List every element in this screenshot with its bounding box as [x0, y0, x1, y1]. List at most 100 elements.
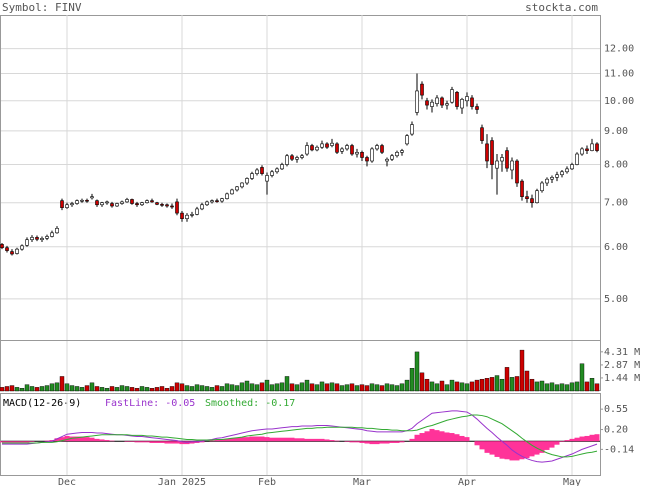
- volume-bar: [109, 386, 115, 392]
- candle-body: [175, 201, 179, 214]
- macd-hist: [529, 441, 535, 457]
- candle-body: [50, 232, 54, 237]
- macd-hist: [94, 438, 100, 442]
- macd-hist: [429, 428, 435, 442]
- macd-hist: [229, 438, 235, 442]
- candle-body: [45, 236, 49, 239]
- candle-body: [420, 83, 424, 96]
- volume-bar: [554, 384, 560, 392]
- macd-hist: [319, 438, 325, 442]
- macd-hist: [384, 441, 390, 444]
- volume-bar: [269, 384, 275, 392]
- macd-hist: [9, 441, 15, 443]
- volume-bar: [94, 386, 100, 392]
- volume-bar: [364, 385, 370, 392]
- candle-body: [290, 155, 294, 160]
- candle-body: [220, 198, 224, 202]
- candle-body: [0, 244, 4, 249]
- volume-bar: [339, 385, 345, 392]
- volume-bar: [194, 384, 200, 392]
- volume-bar: [19, 388, 25, 392]
- macd-hist: [559, 441, 565, 442]
- volume-bar: [84, 385, 90, 392]
- volume-bar: [464, 383, 470, 392]
- volume-bar: [524, 370, 530, 392]
- volume-bar: [544, 383, 550, 392]
- candle-body: [590, 143, 594, 151]
- candle-body: [250, 173, 254, 179]
- macd-hist: [169, 441, 175, 444]
- candle-body: [535, 190, 539, 204]
- volume-bar: [314, 384, 320, 392]
- candle-body: [550, 177, 554, 180]
- candle-body: [405, 135, 409, 145]
- candle-body: [165, 204, 169, 207]
- macd-hist: [479, 441, 485, 450]
- macd-hist: [74, 436, 80, 442]
- candle-body: [335, 143, 339, 153]
- macd-hist: [484, 441, 490, 453]
- candle-body: [245, 178, 249, 184]
- macd-hist: [144, 441, 150, 443]
- candle-body: [560, 171, 564, 176]
- volume-bar: [474, 379, 480, 392]
- candle-body: [530, 198, 534, 204]
- volume-bar: [379, 385, 385, 392]
- volume-bar: [49, 383, 55, 392]
- macd-hist: [59, 437, 65, 442]
- volume-bar: [14, 387, 20, 392]
- macd-hist: [19, 441, 25, 443]
- candle-body: [415, 90, 419, 113]
- macd-hist: [64, 435, 70, 442]
- volume-bar: [539, 380, 545, 392]
- macd-hist: [294, 438, 300, 442]
- candle-body: [255, 169, 259, 174]
- candle-body: [275, 168, 279, 173]
- volume-bar: [59, 376, 65, 392]
- volume-bar: [594, 383, 600, 392]
- volume-bar: [394, 385, 400, 392]
- candle-body: [235, 186, 239, 191]
- volume-bar: [74, 386, 80, 392]
- y-tick-label: 1.44 M: [604, 373, 640, 384]
- volume-bar: [489, 377, 495, 392]
- volume-bar: [44, 385, 50, 392]
- macd-hist: [164, 441, 170, 444]
- macd-hist: [174, 441, 180, 444]
- candle-body: [10, 251, 14, 255]
- volume-bar: [114, 387, 120, 392]
- candle-body: [75, 200, 79, 204]
- volume-bar: [459, 382, 465, 392]
- candle-body: [350, 145, 354, 155]
- candle-body: [545, 178, 549, 184]
- y-tick-label: 4.31 M: [604, 347, 640, 358]
- macd-hist: [159, 441, 165, 443]
- macd-hist: [224, 438, 230, 442]
- volume-bar: [499, 378, 505, 392]
- macd-line: [2, 410, 598, 463]
- volume-bar: [549, 382, 555, 392]
- candle-body: [185, 214, 189, 219]
- candle-body: [345, 145, 349, 150]
- macd-hist: [394, 441, 400, 443]
- macd-hist: [254, 436, 260, 442]
- volume-bar: [34, 387, 40, 392]
- y-tick-label: 0.55: [604, 404, 628, 415]
- macd-hist: [389, 441, 395, 443]
- candle-body: [485, 143, 489, 162]
- volume-bar: [514, 376, 520, 392]
- volume-bar: [449, 379, 455, 392]
- volume-bar: [224, 383, 230, 392]
- candle-body: [20, 245, 24, 250]
- macd-hist: [129, 441, 135, 442]
- volume-bar: [434, 383, 440, 392]
- volume-bar: [399, 383, 405, 392]
- candle-body: [425, 100, 429, 106]
- macd-hist: [354, 441, 360, 443]
- volume-bar: [24, 384, 30, 392]
- volume-bar: [494, 375, 500, 392]
- candle-body: [325, 143, 329, 148]
- macd-hist: [154, 441, 160, 443]
- candle-body: [310, 145, 314, 151]
- macd-hist: [219, 439, 225, 442]
